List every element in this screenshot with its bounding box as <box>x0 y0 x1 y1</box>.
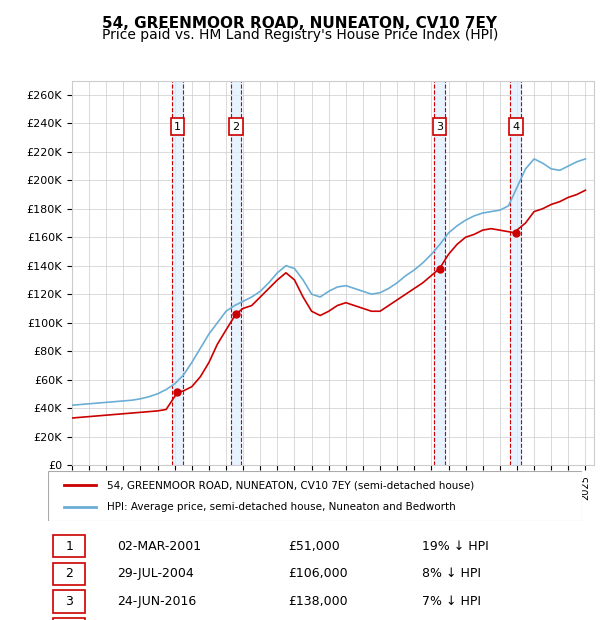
Point <box>511 228 520 238</box>
Bar <box>511 81 521 465</box>
Text: £51,000: £51,000 <box>289 540 340 553</box>
FancyBboxPatch shape <box>53 535 85 557</box>
Text: 54, GREENMOOR ROAD, NUNEATON, CV10 7EY: 54, GREENMOOR ROAD, NUNEATON, CV10 7EY <box>103 16 497 30</box>
Text: 02-MAR-2001: 02-MAR-2001 <box>118 540 202 553</box>
Text: 8% ↓ HPI: 8% ↓ HPI <box>422 567 481 580</box>
Text: Price paid vs. HM Land Registry's House Price Index (HPI): Price paid vs. HM Land Registry's House … <box>102 28 498 42</box>
Text: 1: 1 <box>174 122 181 131</box>
Text: 1: 1 <box>65 540 73 553</box>
Text: 4: 4 <box>512 122 519 131</box>
Text: 19% ↓ HPI: 19% ↓ HPI <box>422 540 488 553</box>
Bar <box>172 81 182 465</box>
Text: 29-JUL-2004: 29-JUL-2004 <box>118 567 194 580</box>
Bar <box>230 81 241 465</box>
Text: 2: 2 <box>232 122 239 131</box>
Text: £138,000: £138,000 <box>289 595 348 608</box>
Text: 2: 2 <box>65 567 73 580</box>
FancyBboxPatch shape <box>53 618 85 620</box>
Text: 7% ↓ HPI: 7% ↓ HPI <box>422 595 481 608</box>
Text: 3: 3 <box>436 122 443 131</box>
Text: £106,000: £106,000 <box>289 567 348 580</box>
Text: HPI: Average price, semi-detached house, Nuneaton and Bedworth: HPI: Average price, semi-detached house,… <box>107 502 455 512</box>
FancyBboxPatch shape <box>48 471 582 521</box>
Point <box>173 388 182 397</box>
FancyBboxPatch shape <box>53 563 85 585</box>
Text: 54, GREENMOOR ROAD, NUNEATON, CV10 7EY (semi-detached house): 54, GREENMOOR ROAD, NUNEATON, CV10 7EY (… <box>107 480 474 490</box>
Text: 24-JUN-2016: 24-JUN-2016 <box>118 595 197 608</box>
FancyBboxPatch shape <box>53 590 85 613</box>
Point <box>435 264 445 273</box>
Point <box>231 309 241 319</box>
Bar <box>434 81 445 465</box>
Text: 3: 3 <box>65 595 73 608</box>
